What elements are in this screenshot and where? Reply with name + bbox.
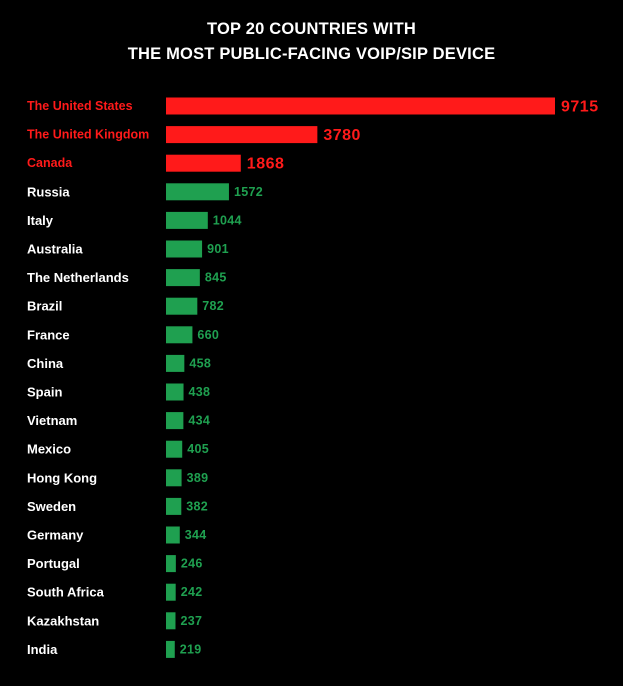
category-label-the-netherlands: The Netherlands [27, 270, 129, 285]
value-label-australia: 901 [207, 242, 229, 256]
bar-portugal [166, 555, 176, 573]
bar-spain [166, 383, 184, 401]
bar-brazil [166, 297, 198, 315]
bar-the-united-kingdom [166, 126, 318, 144]
category-label-russia: Russia [27, 184, 70, 199]
value-label-germany: 344 [185, 528, 207, 542]
category-label-india: India [27, 642, 58, 657]
value-label-the-united-kingdom: 3780 [323, 127, 361, 144]
chart-title-line-1: TOP 20 COUNTRIES WITH [207, 20, 416, 38]
value-label-portugal: 246 [181, 557, 203, 571]
category-label-kazakhstan: Kazakhstan [27, 613, 99, 628]
bar-mexico [166, 440, 183, 458]
value-label-the-united-states: 9715 [561, 99, 599, 116]
value-label-canada: 1868 [247, 156, 285, 173]
value-label-russia: 1572 [234, 185, 263, 199]
category-label-canada: Canada [27, 156, 73, 170]
bar-australia [166, 240, 203, 258]
value-label-india: 219 [180, 642, 202, 656]
category-label-spain: Spain [27, 385, 62, 400]
value-label-italy: 1044 [213, 213, 242, 227]
bar-sweden [166, 497, 182, 515]
category-label-the-united-kingdom: The United Kingdom [27, 128, 149, 142]
bar-vietnam [166, 412, 184, 430]
bar-the-netherlands [166, 269, 200, 287]
value-label-brazil: 782 [202, 299, 224, 313]
category-label-mexico: Mexico [27, 442, 71, 457]
bar-russia [166, 183, 229, 201]
value-label-spain: 438 [189, 385, 211, 399]
category-label-france: France [27, 327, 70, 342]
category-label-hong-kong: Hong Kong [27, 470, 97, 485]
bar-france [166, 326, 193, 344]
bar-south-africa [166, 583, 176, 601]
category-label-vietnam: Vietnam [27, 413, 77, 428]
value-label-france: 660 [197, 328, 219, 342]
bar-the-united-states [166, 97, 555, 115]
bar-canada [166, 154, 241, 172]
bar-italy [166, 211, 208, 229]
category-label-portugal: Portugal [27, 556, 80, 571]
value-label-hong-kong: 389 [187, 471, 209, 485]
category-label-china: China [27, 356, 64, 371]
value-label-sweden: 382 [186, 499, 208, 513]
category-label-south-africa: South Africa [27, 585, 105, 600]
value-label-south-africa: 242 [181, 585, 203, 599]
value-label-kazakhstan: 237 [180, 614, 202, 628]
bar-kazakhstan [166, 612, 176, 630]
category-label-australia: Australia [27, 242, 83, 257]
category-label-brazil: Brazil [27, 299, 62, 314]
bar-germany [166, 526, 180, 544]
bar-hong-kong [166, 469, 182, 487]
value-label-vietnam: 434 [188, 414, 210, 428]
category-label-the-united-states: The United States [27, 99, 133, 113]
value-label-mexico: 405 [187, 442, 209, 456]
bar-india [166, 640, 175, 658]
category-label-italy: Italy [27, 213, 54, 228]
value-label-china: 458 [189, 356, 211, 370]
category-label-germany: Germany [27, 528, 84, 543]
bar-china [166, 354, 185, 372]
chart-title-line-2: THE MOST PUBLIC-FACING VOIP/SIP DEVICE [127, 45, 496, 63]
category-label-sweden: Sweden [27, 499, 76, 514]
value-label-the-netherlands: 845 [205, 271, 227, 285]
